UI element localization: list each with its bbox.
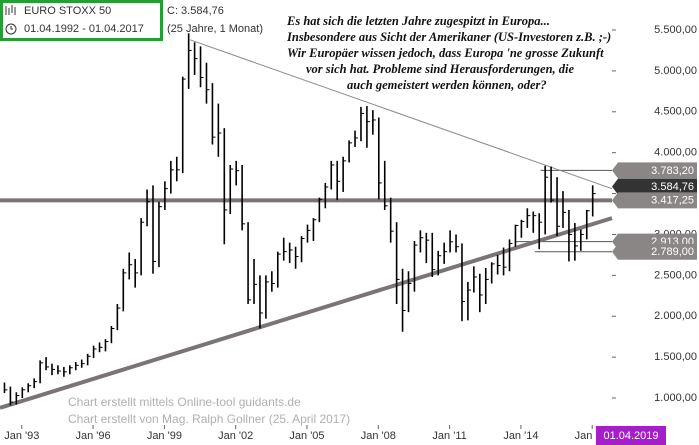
y-tick-label: 2.000,00 <box>654 310 697 322</box>
header-box <box>0 0 163 41</box>
clock-hand <box>10 26 13 30</box>
x-tick-label: Jan '96 <box>76 430 111 442</box>
credit: Chart erstellt von Mag. Ralph Gollner (2… <box>68 412 350 426</box>
level-label-box <box>612 178 697 195</box>
x-tick-label: Jan '08 <box>361 430 396 442</box>
level-label: 2.789,00 <box>651 246 694 258</box>
level-label: 3.783,20 <box>651 165 694 177</box>
credit: Chart erstellt mittels Online-tool guida… <box>68 395 301 409</box>
y-tick-label: 1.500,00 <box>654 351 697 363</box>
x-marker-box <box>596 426 666 445</box>
annotation: vor sich hat. Probleme sind Herausforder… <box>306 62 575 76</box>
clock-icon <box>5 23 17 35</box>
period-label: (25 Jahre, 1 Monat) <box>167 23 263 35</box>
annotation: Wir Europäer wissen jedoch, dass Europa … <box>287 46 604 60</box>
x-tick-label: Jan '05 <box>289 430 324 442</box>
x-tick-label: Jan '14 <box>503 430 538 442</box>
annotation: Es hat sich die letzten Jahre zugespitzt… <box>286 14 550 28</box>
y-tick-label: 4.000,00 <box>654 147 697 159</box>
level-label-box <box>612 192 697 209</box>
close-label: C: 3.584,76 <box>167 5 224 17</box>
annotation: auch gemeistert werden können, oder? <box>347 78 547 92</box>
y-tick-label: 5.000,00 <box>654 65 697 77</box>
annotation: Insbesondere aus Sicht der Amerikaner (U… <box>286 30 611 44</box>
chart-title: EURO STOXX 50 <box>24 5 111 17</box>
y-tick-label: 2.500,00 <box>654 269 697 281</box>
chart-icon <box>5 5 16 15</box>
level-label-box <box>612 162 697 179</box>
y-tick-label: 1.000,00 <box>654 392 697 404</box>
x-tick-label: Jan '99 <box>147 430 182 442</box>
level-label: 3.584,76 <box>651 181 694 193</box>
trendline <box>189 39 613 190</box>
x-tick-label: Jan '02 <box>218 430 253 442</box>
y-tick-label: 4.500,00 <box>654 106 697 118</box>
level-label: 3.417,25 <box>651 195 694 207</box>
y-tick-label: 5.500,00 <box>654 24 697 36</box>
x-tick-label: Jan '93 <box>4 430 39 442</box>
x-tick-label: Jan '11 <box>432 430 466 442</box>
date-range: 01.04.1992 - 01.04.2017 <box>24 23 144 35</box>
level-label-box <box>612 243 697 260</box>
x-marker-label: 01.04.2019 <box>603 430 658 442</box>
